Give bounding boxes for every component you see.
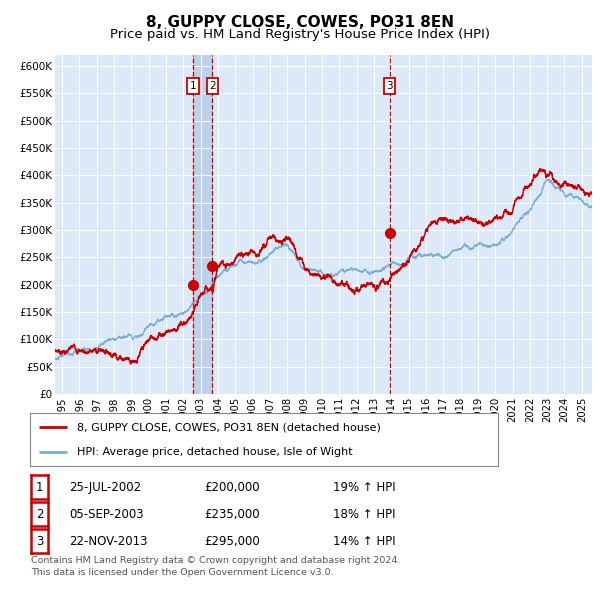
Text: 14% ↑ HPI: 14% ↑ HPI — [333, 535, 395, 548]
Text: 2: 2 — [36, 508, 43, 521]
Text: 3: 3 — [36, 535, 43, 548]
Text: 25-JUL-2002: 25-JUL-2002 — [69, 481, 141, 494]
Text: 2: 2 — [209, 81, 216, 91]
Text: HPI: Average price, detached house, Isle of Wight: HPI: Average price, detached house, Isle… — [77, 447, 352, 457]
Text: 19% ↑ HPI: 19% ↑ HPI — [333, 481, 395, 494]
Text: 3: 3 — [386, 81, 393, 91]
Text: 8, GUPPY CLOSE, COWES, PO31 8EN: 8, GUPPY CLOSE, COWES, PO31 8EN — [146, 15, 454, 30]
Text: £295,000: £295,000 — [204, 535, 260, 548]
Text: £235,000: £235,000 — [204, 508, 260, 521]
Text: 18% ↑ HPI: 18% ↑ HPI — [333, 508, 395, 521]
Text: Price paid vs. HM Land Registry's House Price Index (HPI): Price paid vs. HM Land Registry's House … — [110, 28, 490, 41]
Text: 1: 1 — [190, 81, 196, 91]
Text: Contains HM Land Registry data © Crown copyright and database right 2024.
This d: Contains HM Land Registry data © Crown c… — [31, 556, 401, 577]
Text: 1: 1 — [36, 481, 43, 494]
Text: 8, GUPPY CLOSE, COWES, PO31 8EN (detached house): 8, GUPPY CLOSE, COWES, PO31 8EN (detache… — [77, 422, 380, 432]
Text: £200,000: £200,000 — [204, 481, 260, 494]
Text: 05-SEP-2003: 05-SEP-2003 — [69, 508, 143, 521]
Text: 22-NOV-2013: 22-NOV-2013 — [69, 535, 148, 548]
Bar — [193, 55, 212, 394]
